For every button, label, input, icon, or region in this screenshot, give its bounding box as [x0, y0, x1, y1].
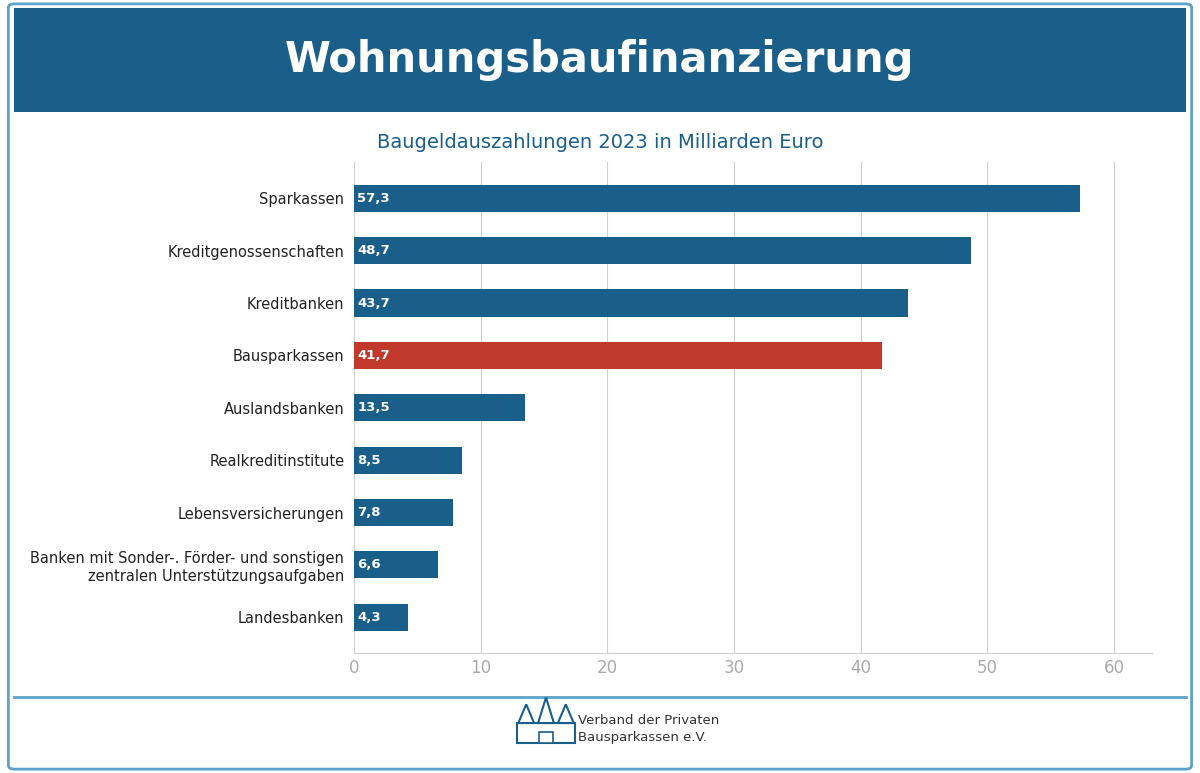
Text: Verband der Privaten: Verband der Privaten [578, 714, 720, 727]
Bar [354, 447, 462, 474]
Text: 6,6: 6,6 [358, 558, 380, 571]
Bar [517, 723, 575, 744]
Bar [354, 237, 971, 264]
Bar [354, 604, 408, 631]
Bar [540, 733, 553, 744]
Bar [354, 289, 907, 317]
Bar [14, 8, 1186, 112]
Bar [540, 733, 553, 744]
Text: Bausparkassen e.V.: Bausparkassen e.V. [578, 731, 708, 744]
Text: Wohnungsbaufinanzierung: Wohnungsbaufinanzierung [286, 39, 914, 81]
Bar [354, 551, 438, 578]
Bar [354, 342, 882, 369]
Bar [354, 499, 452, 526]
Text: 13,5: 13,5 [358, 401, 390, 414]
Text: 48,7: 48,7 [358, 244, 390, 257]
Bar [354, 394, 526, 421]
Text: 41,7: 41,7 [358, 349, 390, 362]
Text: 8,5: 8,5 [358, 454, 380, 467]
Text: 7,8: 7,8 [358, 506, 380, 519]
Text: 4,3: 4,3 [358, 611, 380, 624]
Text: 43,7: 43,7 [358, 297, 390, 309]
Bar [354, 185, 1080, 212]
Text: Baugeldauszahlungen 2023 in Milliarden Euro: Baugeldauszahlungen 2023 in Milliarden E… [377, 133, 823, 152]
Text: 57,3: 57,3 [358, 192, 390, 205]
